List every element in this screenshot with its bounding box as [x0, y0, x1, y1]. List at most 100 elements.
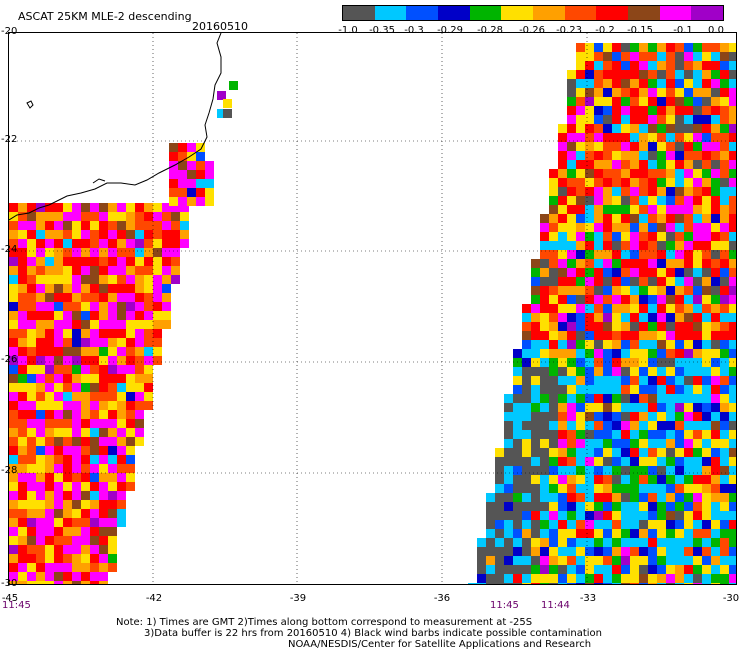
- swath-pixel: [666, 124, 675, 133]
- swath-pixel: [711, 259, 720, 268]
- swath-pixel: [648, 196, 657, 205]
- swath-pixel: [9, 383, 18, 392]
- swath-pixel: [657, 295, 666, 304]
- swath-pixel: [99, 572, 108, 581]
- swath-pixel: [72, 410, 81, 419]
- swath-pixel: [217, 91, 226, 100]
- swath-pixel: [81, 266, 90, 275]
- swath-pixel: [684, 529, 693, 538]
- swath-pixel: [108, 563, 117, 572]
- swath-pixel: [603, 331, 612, 340]
- swath-pixel: [54, 509, 63, 518]
- swath-pixel: [711, 484, 720, 493]
- swath-pixel: [9, 419, 18, 428]
- swath-pixel: [549, 385, 558, 394]
- swath-pixel: [702, 286, 711, 295]
- swath-pixel: [711, 439, 720, 448]
- swath-pixel: [612, 187, 621, 196]
- lon-label-33: -33: [579, 593, 597, 604]
- swath-pixel: [513, 376, 522, 385]
- swath-pixel: [54, 212, 63, 221]
- swath-pixel: [621, 520, 630, 529]
- swath-pixel: [612, 277, 621, 286]
- swath-pixel: [90, 401, 99, 410]
- swath-pixel: [54, 248, 63, 257]
- swath-pixel: [9, 509, 18, 518]
- swath-pixel: [684, 367, 693, 376]
- swath-pixel: [621, 259, 630, 268]
- colorbar-swatch: [564, 6, 597, 20]
- swath-pixel: [36, 410, 45, 419]
- swath-pixel: [576, 556, 585, 565]
- swath-pixel: [720, 124, 729, 133]
- swath-pixel: [90, 212, 99, 221]
- swath-pixel: [693, 178, 702, 187]
- swath-pixel: [567, 106, 576, 115]
- swath-pixel: [729, 349, 738, 358]
- swath-pixel: [657, 205, 666, 214]
- swath-pixel: [27, 203, 36, 212]
- swath-pixel: [594, 304, 603, 313]
- swath-pixel: [108, 356, 117, 365]
- note-line-2: 3)Data buffer is 22 hrs from 20160510 4)…: [144, 628, 602, 639]
- swath-pixel: [648, 277, 657, 286]
- swath-pixel: [594, 160, 603, 169]
- swath-pixel: [81, 500, 90, 509]
- swath-pixel: [621, 367, 630, 376]
- swath-pixel: [612, 331, 621, 340]
- swath-pixel: [567, 160, 576, 169]
- swath-pixel: [81, 401, 90, 410]
- swath-pixel: [693, 475, 702, 484]
- swath-pixel: [603, 88, 612, 97]
- swath-pixel: [666, 169, 675, 178]
- swath-pixel: [36, 401, 45, 410]
- swath-pixel: [477, 565, 486, 574]
- swath-pixel: [72, 275, 81, 284]
- swath-pixel: [27, 230, 36, 239]
- swath-pixel: [63, 419, 72, 428]
- swath-pixel: [108, 248, 117, 257]
- swath-pixel: [45, 356, 54, 365]
- swath-pixel: [630, 79, 639, 88]
- swath-pixel: [711, 421, 720, 430]
- swath-pixel: [126, 203, 135, 212]
- swath-pixel: [27, 284, 36, 293]
- swath-pixel: [18, 563, 27, 572]
- swath-pixel: [585, 232, 594, 241]
- swath-pixel: [630, 358, 639, 367]
- swath-pixel: [576, 529, 585, 538]
- swath-pixel: [603, 412, 612, 421]
- swath-pixel: [90, 311, 99, 320]
- swath-pixel: [639, 367, 648, 376]
- swath-pixel: [684, 394, 693, 403]
- swath-pixel: [135, 410, 144, 419]
- swath-pixel: [612, 520, 621, 529]
- swath-pixel: [603, 133, 612, 142]
- swath-pixel: [648, 457, 657, 466]
- swath-pixel: [630, 187, 639, 196]
- swath-pixel: [630, 88, 639, 97]
- swath-pixel: [648, 169, 657, 178]
- swath-pixel: [630, 322, 639, 331]
- swath-pixel: [729, 97, 738, 106]
- lon-label-42: -42: [145, 593, 163, 604]
- swath-pixel: [720, 286, 729, 295]
- swath-pixel: [693, 322, 702, 331]
- swath-pixel: [178, 152, 187, 161]
- swath-pixel: [693, 115, 702, 124]
- swath-pixel: [144, 275, 153, 284]
- swath-pixel: [486, 565, 495, 574]
- swath-pixel: [531, 376, 540, 385]
- swath-pixel: [612, 511, 621, 520]
- swath-pixel: [585, 187, 594, 196]
- swath-pixel: [639, 403, 648, 412]
- swath-pixel: [711, 457, 720, 466]
- swath-pixel: [126, 374, 135, 383]
- swath-pixel: [72, 311, 81, 320]
- swath-pixel: [63, 563, 72, 572]
- swath-pixel: [612, 475, 621, 484]
- swath-pixel: [693, 430, 702, 439]
- swath-pixel: [585, 574, 594, 583]
- lat-label-28: -28: [1, 465, 18, 476]
- swath-pixel: [729, 367, 738, 376]
